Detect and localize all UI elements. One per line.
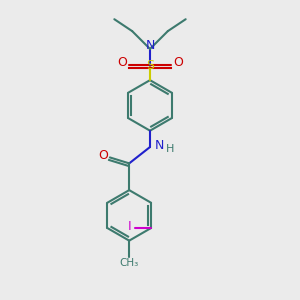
Text: N: N <box>145 40 155 52</box>
Text: I: I <box>128 220 131 233</box>
Text: H: H <box>166 143 174 154</box>
Text: S: S <box>146 59 154 72</box>
Text: O: O <box>98 148 108 162</box>
Text: O: O <box>117 56 127 69</box>
Text: N: N <box>154 139 164 152</box>
Text: CH₃: CH₃ <box>120 258 139 268</box>
Text: O: O <box>173 56 183 69</box>
